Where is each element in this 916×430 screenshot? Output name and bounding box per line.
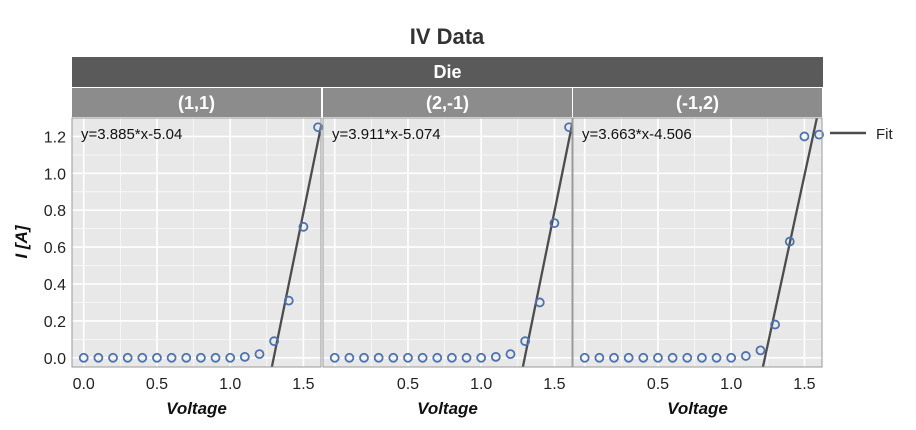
data-point bbox=[549, 218, 560, 229]
legend: Fit bbox=[830, 126, 893, 143]
data-point bbox=[623, 352, 634, 363]
data-point bbox=[78, 352, 89, 363]
panel-border bbox=[71, 117, 322, 368]
x-tick-label: 0.5 bbox=[146, 376, 168, 393]
x-axis-label: Voltage bbox=[417, 399, 478, 418]
data-point bbox=[638, 352, 649, 363]
y-tick-label: 0.0 bbox=[44, 351, 66, 368]
data-point bbox=[239, 351, 250, 362]
y-tick-label: 0.4 bbox=[44, 277, 66, 294]
x-tick-label: 1.0 bbox=[219, 376, 241, 393]
panel-background bbox=[323, 118, 572, 367]
fit-equation: y=3.911*x-5.074 bbox=[332, 126, 441, 143]
data-point bbox=[740, 351, 751, 361]
data-point bbox=[388, 352, 399, 363]
data-point bbox=[432, 352, 443, 363]
x-tick-label: 0.0 bbox=[73, 376, 95, 393]
facet-panels: (1,1) y=3.885*x-5.04 0.0 0.5 1.0 1.5 Voltage 0.… bbox=[44, 88, 824, 418]
data-point bbox=[490, 351, 501, 362]
x-axis-label: Voltage bbox=[166, 399, 227, 418]
data-point bbox=[403, 352, 413, 363]
data-point bbox=[726, 352, 737, 363]
data-point bbox=[696, 352, 707, 363]
data-point bbox=[476, 352, 487, 363]
x-tick-label: 0.5 bbox=[647, 376, 669, 393]
facet-strip bbox=[323, 88, 572, 117]
fit-equation: y=3.885*x-5.04 bbox=[81, 126, 182, 143]
data-point bbox=[417, 352, 428, 363]
panel-gridlines bbox=[72, 117, 321, 367]
legend-fit-label: Fit bbox=[876, 126, 893, 143]
data-point bbox=[108, 352, 118, 363]
data-point bbox=[313, 122, 323, 133]
y-tick-label: 0.2 bbox=[44, 314, 66, 331]
x-tick-label: 1.5 bbox=[793, 376, 815, 393]
data-point bbox=[667, 352, 678, 363]
data-point bbox=[446, 352, 457, 363]
data-point bbox=[210, 352, 221, 363]
y-tick-label: 1.2 bbox=[44, 129, 66, 146]
y-tick-label: 1.0 bbox=[44, 166, 66, 183]
data-point bbox=[461, 352, 472, 363]
facet-header-strip bbox=[72, 57, 823, 87]
x-tick-label: 1.0 bbox=[470, 376, 492, 393]
data-point bbox=[373, 352, 384, 363]
data-point bbox=[711, 352, 722, 363]
data-point bbox=[344, 352, 355, 363]
data-point bbox=[784, 236, 795, 247]
data-point bbox=[166, 352, 177, 363]
data-point bbox=[359, 352, 369, 363]
panel-background bbox=[573, 118, 822, 367]
y-tick-labels: 0.0 0.2 0.4 0.6 0.8 1.0 1.2 bbox=[44, 129, 66, 367]
facet-strip bbox=[72, 88, 321, 117]
fit-equation: y=3.663*x-4.506 bbox=[582, 126, 692, 143]
data-point bbox=[298, 221, 309, 232]
data-point bbox=[181, 352, 192, 363]
facet-header-label: Die bbox=[433, 62, 461, 82]
data-point bbox=[609, 352, 619, 363]
facet-panel-2: (2,-1) y=3.911*x-5.074 0.5 1.0 1.5 Voltage bbox=[322, 88, 574, 418]
data-point bbox=[269, 336, 280, 347]
data-point bbox=[520, 336, 531, 347]
data-point bbox=[122, 352, 133, 363]
chart-title: IV Data bbox=[410, 24, 485, 49]
facet-strip-label: (-1,2) bbox=[676, 93, 719, 113]
x-tick-label: 1.0 bbox=[720, 376, 742, 393]
facet-strip-label: (2,-1) bbox=[426, 93, 469, 113]
facet-panel-1: (1,1) y=3.885*x-5.04 0.0 0.5 1.0 1.5 Voltage 0.… bbox=[44, 88, 323, 418]
y-axis-label: I [A] bbox=[12, 224, 31, 258]
data-point bbox=[653, 352, 663, 363]
data-point bbox=[93, 352, 104, 363]
data-point bbox=[799, 131, 810, 142]
data-point bbox=[225, 352, 236, 363]
data-point bbox=[594, 352, 605, 363]
data-point bbox=[329, 352, 340, 363]
data-point bbox=[770, 319, 781, 330]
x-tick-label: 0.5 bbox=[397, 376, 419, 393]
data-point bbox=[814, 129, 824, 140]
data-point bbox=[682, 352, 693, 363]
facet-strip-label: (1,1) bbox=[178, 93, 215, 113]
panel-border bbox=[572, 117, 823, 368]
data-point bbox=[505, 349, 516, 359]
x-axis-label: Voltage bbox=[667, 399, 728, 418]
data-point bbox=[534, 297, 545, 308]
data-point bbox=[137, 352, 148, 363]
y-tick-label: 0.8 bbox=[44, 203, 66, 220]
data-point bbox=[755, 345, 766, 356]
data-point bbox=[152, 352, 162, 363]
data-point bbox=[254, 349, 265, 359]
data-point bbox=[579, 352, 590, 363]
x-tick-label: 1.5 bbox=[292, 376, 314, 393]
facet-strip bbox=[573, 88, 822, 117]
data-point bbox=[283, 295, 294, 306]
y-tick-label: 0.6 bbox=[44, 240, 66, 257]
panel-border bbox=[322, 117, 573, 368]
facet-panel-3: (-1,2) y=3.663*x-4.506 0.5 1.0 1.5 Voltage bbox=[572, 88, 824, 418]
data-point bbox=[195, 352, 206, 363]
panel-background bbox=[72, 118, 321, 367]
x-tick-label: 1.5 bbox=[543, 376, 565, 393]
